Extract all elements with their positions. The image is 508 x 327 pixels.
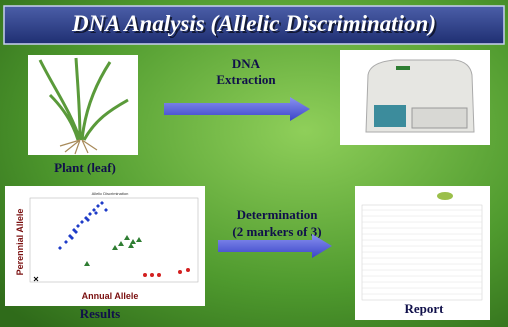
extraction-label: DNA [232,56,261,71]
title: DNA Analysis (Allelic Discrimination) [71,11,436,36]
x-axis-label: Annual Allele [82,291,139,301]
results-chart: Allelic Discrimination Annual Allele Per… [5,186,205,306]
results-label: Results [80,306,120,321]
extraction-label: Extraction [216,72,276,87]
y-axis-label: Perennial Allele [15,209,25,276]
chart-title: Allelic Discrimination [92,191,129,196]
instrument-image [340,50,490,145]
plant-label: Plant (leaf) [54,160,116,175]
determination-label: (2 markers of 3) [232,224,321,239]
slide: DNA Analysis (Allelic Discrimination) DN… [0,0,508,327]
report-label: Report [405,301,445,316]
plant-image [28,55,138,155]
report-image [355,186,490,320]
determination-label: Determination [237,207,319,222]
